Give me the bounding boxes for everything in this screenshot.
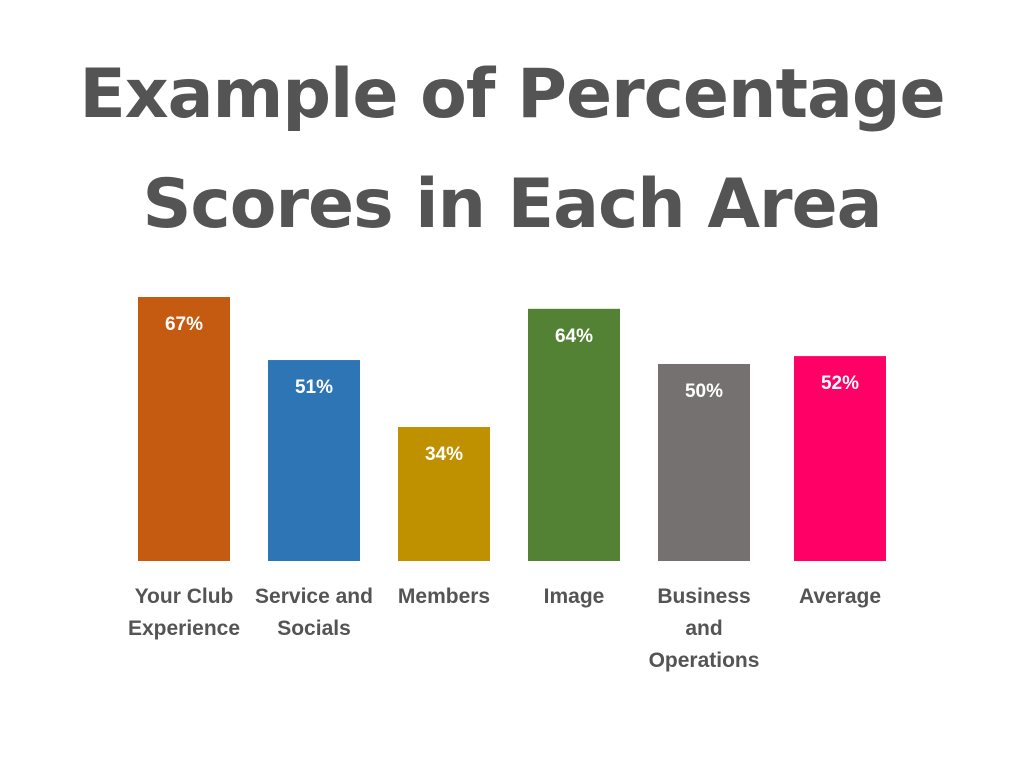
bar-4 bbox=[528, 308, 620, 561]
category-label-5-line-2: and bbox=[685, 617, 722, 640]
category-label-2-line-2: Socials bbox=[277, 617, 351, 640]
category-label-5-line-3: Operations bbox=[649, 649, 760, 672]
bar-value-label-5: 50% bbox=[685, 381, 723, 402]
category-label-4-line-1: Image bbox=[544, 585, 605, 608]
bar-2 bbox=[268, 360, 360, 561]
bar-5 bbox=[658, 363, 750, 561]
bar-6 bbox=[794, 356, 886, 561]
bar-value-label-4: 64% bbox=[555, 326, 593, 347]
category-label-2-line-1: Service and bbox=[255, 585, 373, 608]
category-label-1-line-1: Your Club bbox=[135, 585, 234, 608]
category-label-5-line-1: Business bbox=[657, 585, 750, 608]
bar-value-label-3: 34% bbox=[425, 444, 463, 465]
bar-3 bbox=[398, 427, 490, 561]
category-label-1-line-2: Experience bbox=[128, 617, 240, 640]
category-label-6-line-1: Average bbox=[799, 585, 881, 608]
bar-value-label-6: 52% bbox=[821, 373, 859, 394]
bar-value-label-2: 51% bbox=[295, 377, 333, 398]
chart-title-line-2: Scores in Each Area bbox=[142, 165, 882, 244]
category-label-3-line-1: Members bbox=[398, 585, 490, 608]
chart-title: Example of Percentage Scores in Each Are… bbox=[0, 40, 1024, 260]
chart-title-line-1: Example of Percentage bbox=[79, 55, 945, 134]
bar-1 bbox=[138, 297, 230, 561]
bar-value-label-1: 67% bbox=[165, 314, 203, 335]
